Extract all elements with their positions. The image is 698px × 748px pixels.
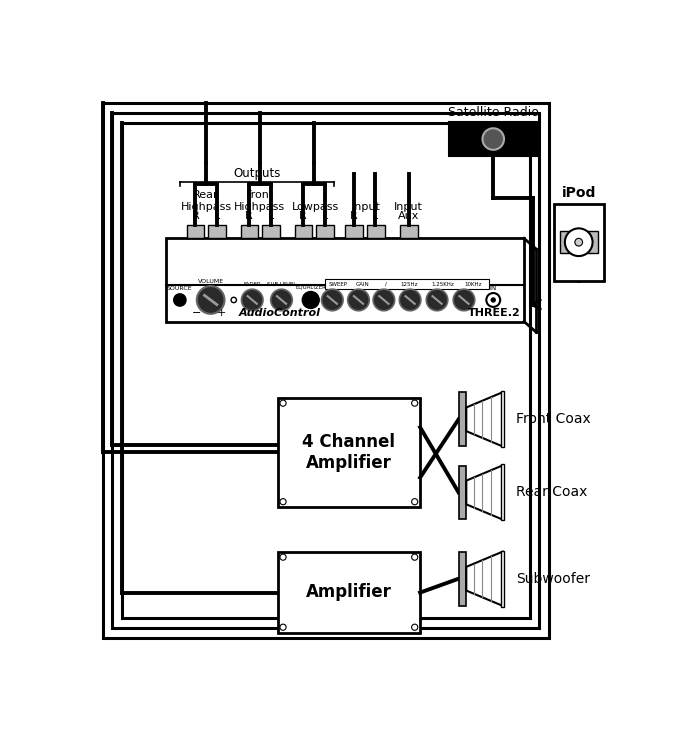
Bar [208,224,226,239]
Text: Subwoofer: Subwoofer [517,571,591,586]
Bar [166,239,524,322]
Circle shape [575,239,583,246]
Bar [459,465,466,519]
Bar [295,224,312,239]
Text: R: R [350,212,358,221]
Bar [560,231,598,253]
Bar [262,224,280,239]
Text: Outputs: Outputs [233,167,281,180]
Circle shape [412,400,418,406]
Text: Input: Input [394,202,423,212]
Text: Front Coax: Front Coax [517,412,591,426]
Text: EQUALIZER: EQUALIZER [295,284,326,289]
Bar [346,224,363,239]
Circle shape [399,289,421,310]
Bar [459,393,466,447]
Text: 4 Channel
Amplifier: 4 Channel Amplifier [302,433,395,472]
Circle shape [565,228,593,256]
Circle shape [302,292,319,308]
Text: Aux: Aux [398,212,419,221]
Bar [281,429,416,476]
Text: −: − [192,308,202,319]
Text: FADER: FADER [244,282,261,287]
Text: THREE.2: THREE.2 [468,307,520,318]
Circle shape [280,499,286,505]
Bar [187,224,205,239]
Circle shape [482,128,504,150]
Text: VOLUME: VOLUME [198,279,224,283]
Circle shape [242,289,263,310]
Circle shape [426,289,448,310]
Text: L: L [322,212,328,221]
Circle shape [487,293,500,307]
Bar [103,103,549,638]
Polygon shape [466,465,503,519]
Text: SUB LEVEL: SUB LEVEL [267,282,296,287]
Text: Amplifier: Amplifier [306,583,392,601]
Bar [501,391,505,447]
Text: 125Hz: 125Hz [401,282,418,286]
Bar [325,279,489,289]
Text: AudioControl: AudioControl [239,307,321,318]
Text: 10KHz: 10KHz [464,282,482,286]
Text: L: L [267,212,274,221]
Circle shape [322,289,343,310]
Circle shape [373,289,394,310]
Text: R: R [299,212,307,221]
Text: Rear Coax: Rear Coax [517,485,588,500]
Bar [450,122,538,156]
Text: Satellite Radio: Satellite Radio [448,106,539,119]
Bar [367,224,385,239]
Circle shape [197,286,225,314]
Text: Lowpass: Lowpass [292,202,339,212]
Circle shape [280,400,286,406]
Text: L: L [214,212,220,221]
Text: L: L [372,212,378,221]
Text: SWEEP: SWEEP [329,282,348,286]
Bar [278,398,420,507]
Circle shape [412,499,418,505]
Text: +: + [217,308,226,319]
Text: SOURCE: SOURCE [167,286,193,292]
Text: GAIN: GAIN [356,282,370,286]
Circle shape [453,289,475,310]
Circle shape [412,554,418,560]
Text: Front
Highpass: Front Highpass [235,190,285,212]
Bar [122,123,530,618]
Bar [316,224,334,239]
Polygon shape [466,393,503,447]
Bar [501,465,505,521]
Bar [459,552,466,606]
Text: R: R [191,212,199,221]
Bar [281,574,416,611]
Circle shape [174,294,186,306]
Text: R: R [245,212,253,221]
Text: iPod: iPod [561,186,596,200]
Circle shape [491,298,496,302]
Circle shape [271,289,292,310]
Text: 1.25KHz: 1.25KHz [431,282,454,286]
Bar [278,552,420,633]
Text: Input: Input [352,202,380,212]
Circle shape [280,554,286,560]
Circle shape [348,289,369,310]
Bar [112,113,540,628]
Bar [501,551,505,607]
Bar [400,224,418,239]
Bar [554,203,604,280]
Circle shape [280,624,286,631]
Text: IN: IN [489,285,497,291]
Circle shape [412,624,418,631]
Text: Rear
Highpass: Rear Highpass [181,190,232,212]
Text: /: / [385,282,387,286]
Bar [241,224,258,239]
Polygon shape [466,552,503,606]
